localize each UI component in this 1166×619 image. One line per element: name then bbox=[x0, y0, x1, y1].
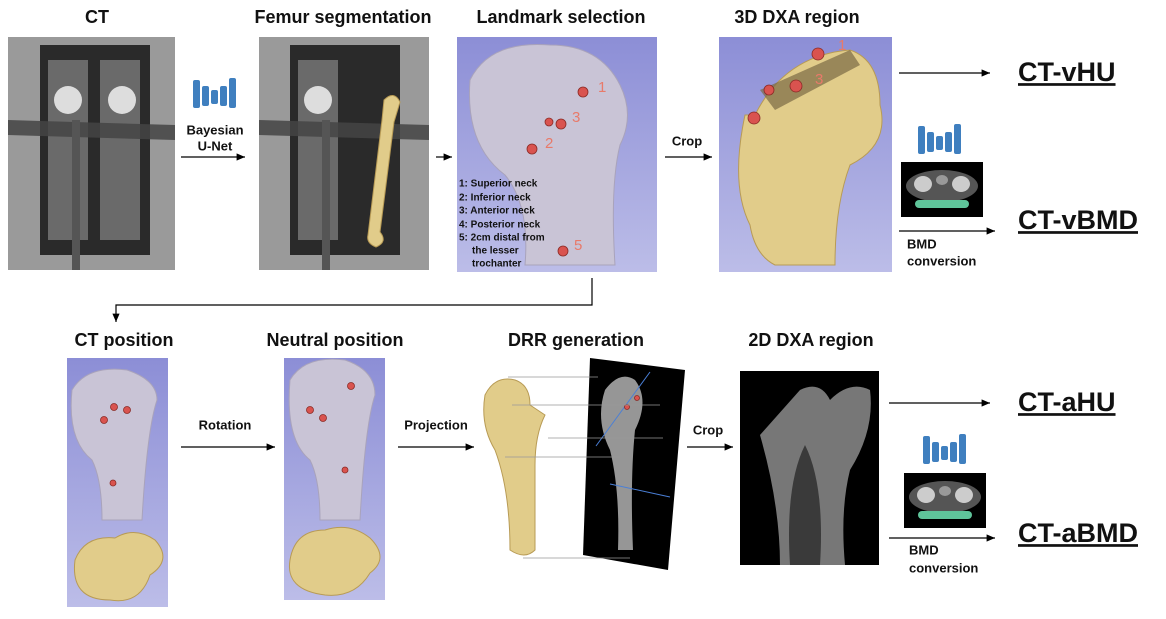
dxa3d-image bbox=[719, 37, 892, 272]
legend-item: 3: Anterior neck bbox=[459, 206, 535, 217]
panel-title: DRR generation bbox=[508, 330, 644, 350]
panel-title: Neutral position bbox=[266, 330, 403, 350]
step-label: Projection bbox=[404, 417, 468, 432]
panel-title: Landmark selection bbox=[476, 7, 645, 27]
dxa2d-image bbox=[740, 371, 879, 565]
panel-title: 3D DXA region bbox=[734, 7, 859, 27]
step-label: BMD bbox=[909, 542, 939, 557]
legend-item: 4: Posterior neck bbox=[459, 220, 541, 231]
neutral-position-image bbox=[284, 358, 385, 600]
step-label: BMD bbox=[907, 236, 937, 251]
landmark-number: 1 bbox=[838, 37, 846, 54]
ct-image bbox=[8, 37, 175, 270]
step-label: Bayesian bbox=[186, 122, 243, 137]
landmark-number: 3 bbox=[572, 109, 580, 126]
legend-item: 1: Superior neck bbox=[459, 179, 538, 190]
legend-item: 2: Inferior neck bbox=[459, 193, 531, 204]
landmark-number: 3 bbox=[815, 71, 823, 88]
network-icon bbox=[923, 434, 966, 464]
legend-item: trochanter bbox=[472, 259, 522, 270]
legend-item: the lesser bbox=[472, 246, 519, 257]
step-label: Crop bbox=[693, 422, 723, 437]
step-label: Crop bbox=[672, 133, 702, 148]
output-label: CT-vHU bbox=[1018, 57, 1116, 87]
step-label: Rotation bbox=[199, 417, 252, 432]
ct-position-image bbox=[67, 358, 168, 607]
network-icon bbox=[918, 124, 961, 154]
network-icon bbox=[193, 78, 236, 108]
arrow bbox=[112, 278, 593, 322]
landmark-image bbox=[457, 37, 657, 272]
ct-slice bbox=[901, 162, 983, 217]
output-label: CT-vBMD bbox=[1018, 205, 1138, 235]
panel-title: CT bbox=[85, 7, 109, 27]
step-label: conversion bbox=[907, 253, 976, 268]
segmentation-image bbox=[259, 37, 429, 270]
landmark-number: 5 bbox=[574, 237, 582, 254]
ct-slice bbox=[904, 473, 986, 528]
panel-title: 2D DXA region bbox=[748, 330, 873, 350]
landmark-number: 2 bbox=[545, 135, 553, 152]
landmark-number: 1 bbox=[598, 79, 606, 96]
drr-image bbox=[483, 358, 685, 570]
legend-item: 5: 2cm distal from bbox=[459, 233, 545, 244]
output-label: CT-aBMD bbox=[1018, 518, 1138, 548]
panel-title: CT position bbox=[75, 330, 174, 350]
panel-title: Femur segmentation bbox=[254, 7, 431, 27]
step-label: U-Net bbox=[198, 138, 233, 153]
step-label: conversion bbox=[909, 560, 978, 575]
output-label: CT-aHU bbox=[1018, 387, 1116, 417]
